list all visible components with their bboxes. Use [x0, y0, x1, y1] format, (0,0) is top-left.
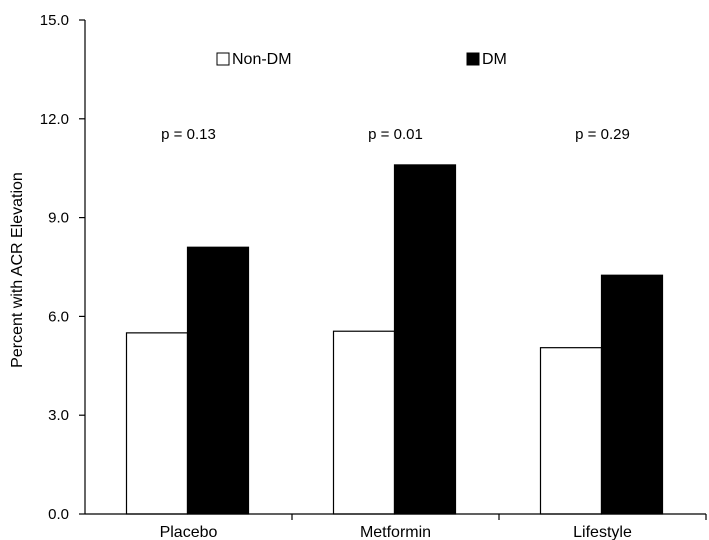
bar-non-dm-lifestyle	[539, 347, 603, 515]
y-tick-label: 6.0	[48, 308, 69, 325]
legend-swatch-dm	[466, 52, 480, 66]
y-tick-label: 3.0	[48, 407, 69, 424]
legend-label-dm: DM	[482, 51, 507, 68]
legend-swatch-non-dm	[216, 52, 230, 66]
bar-non-dm-placebo	[125, 332, 189, 515]
p-value-annotation: p = 0.29	[575, 126, 630, 143]
y-tick-label: 12.0	[40, 111, 69, 128]
y-tick-label: 9.0	[48, 210, 69, 227]
legend-label-non-dm: Non-DM	[232, 51, 292, 68]
p-value-annotation: p = 0.01	[368, 126, 423, 143]
legend: Non-DM DM	[216, 51, 507, 68]
bar-dm-placebo	[186, 246, 250, 515]
y-axis-label: Percent with ACR Elevation	[9, 172, 26, 368]
x-category-label: Placebo	[160, 524, 218, 540]
x-category-label: Lifestyle	[573, 524, 632, 540]
x-category-label: Metformin	[360, 524, 431, 540]
y-tick-label: 0.0	[48, 506, 69, 523]
y-tick-label: 15.0	[40, 12, 69, 29]
p-value-annotation: p = 0.13	[161, 126, 216, 143]
bar-dm-lifestyle	[600, 274, 664, 515]
bar-non-dm-metformin	[332, 330, 396, 515]
bar-dm-metformin	[393, 164, 457, 515]
